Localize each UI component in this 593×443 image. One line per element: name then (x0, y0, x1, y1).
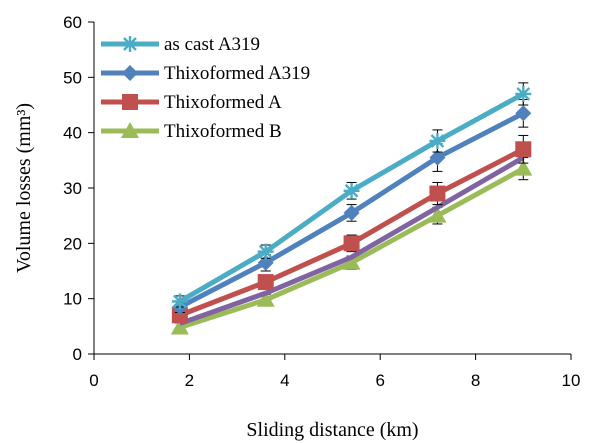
legend-entry-3: Thixoformed A (101, 92, 282, 113)
y-tick-label: 20 (63, 234, 82, 253)
x-tick-label: 2 (185, 371, 194, 390)
y-tick-label: 30 (63, 179, 82, 198)
data-point (429, 185, 446, 202)
y-tick-label: 60 (63, 13, 82, 32)
star-stroke (516, 87, 531, 101)
series-1 (171, 82, 532, 310)
series-2 (171, 98, 532, 315)
series-line (179, 155, 525, 326)
legend-entry-2: Thixoformed A319 (101, 63, 310, 84)
x-tick-label: 6 (375, 371, 384, 390)
data-point (515, 85, 532, 102)
data-point (342, 253, 361, 270)
legend-label: Thixoformed A (164, 92, 282, 113)
star-stroke (123, 37, 137, 51)
series-4 (179, 155, 525, 326)
data-point (515, 141, 532, 158)
data-point (343, 182, 360, 199)
x-tick-label: 10 (562, 371, 581, 390)
star-stroke (430, 134, 445, 148)
legend-marker (122, 65, 138, 81)
series-line (178, 147, 525, 318)
x-axis-title: Sliding distance (km) (246, 419, 418, 441)
plot-area (170, 82, 533, 335)
legend-marker (122, 94, 138, 110)
data-point (257, 243, 274, 260)
data-point (515, 105, 532, 122)
data-point (428, 206, 447, 223)
star-stroke (173, 294, 187, 309)
data-point (514, 159, 533, 176)
y-tick-label: 50 (63, 68, 82, 87)
data-point (171, 307, 188, 324)
axes: 0 10 20 30 40 50 60 0 2 4 6 8 10 (63, 13, 580, 390)
data-point (343, 235, 360, 252)
y-axis-title: Volume losses (mm³) (13, 103, 35, 273)
data-point (429, 132, 446, 149)
legend-label: Thixoformed B (164, 121, 282, 142)
data-point (257, 274, 274, 291)
legend-label: Thixoformed A319 (164, 63, 310, 84)
y-tick-label: 10 (63, 290, 82, 309)
y-tick-label: 40 (63, 124, 82, 143)
data-point (256, 290, 275, 307)
y-tick-label: 0 (73, 345, 82, 364)
data-point (343, 204, 360, 221)
legend-entry-1: as cast A319 (101, 34, 260, 55)
x-tick-label: 0 (89, 371, 98, 390)
star-stroke (344, 183, 359, 198)
data-point (429, 149, 446, 166)
legend: as cast A319 Thixoformed A319 Thixoformed … (101, 34, 310, 142)
legend-marker (122, 36, 138, 52)
legend-label: as cast A319 (164, 34, 260, 55)
x-tick-label: 4 (280, 371, 289, 390)
data-point (170, 318, 189, 335)
star-stroke (258, 244, 273, 259)
x-tick-label: 8 (471, 371, 480, 390)
legend-entry-5: Thixoformed B (101, 121, 282, 142)
data-point (171, 293, 188, 310)
legend-marker (121, 122, 139, 138)
series-3 (171, 134, 532, 324)
